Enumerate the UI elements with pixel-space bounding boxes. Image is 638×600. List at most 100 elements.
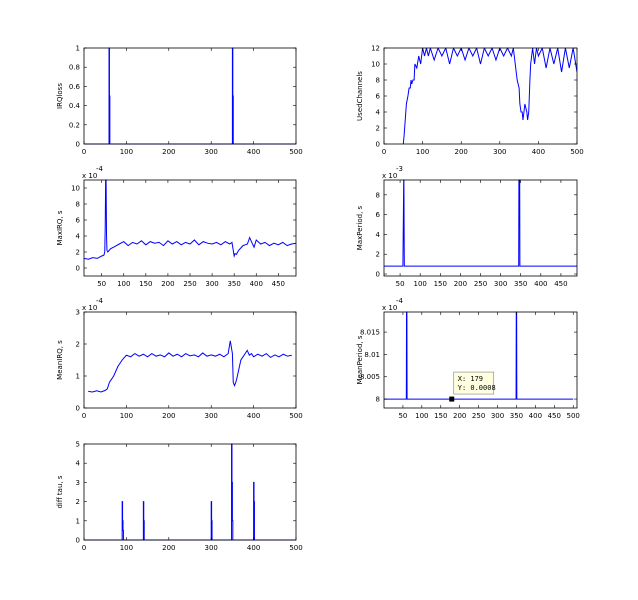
y-tick-label: 10 bbox=[71, 185, 80, 193]
x-tick-label: 200 bbox=[453, 412, 466, 420]
datatip-x-text: X: 179 bbox=[458, 375, 483, 383]
y-axis-label: diff tau, s bbox=[56, 475, 64, 508]
series-line-usedchannels-0 bbox=[402, 47, 577, 145]
datatip-y-text: Y: 0.0008 bbox=[458, 384, 496, 392]
x-tick-label: 100 bbox=[120, 544, 133, 552]
x-tick-label: 300 bbox=[494, 280, 507, 288]
y-tick-label: 8 bbox=[376, 396, 380, 404]
y-axis-label: MeanIRQ, s bbox=[56, 340, 64, 380]
y-multiplier-exponent: -3 bbox=[396, 165, 403, 173]
y-tick-label: 4 bbox=[76, 233, 81, 241]
y-tick-label: 8.005 bbox=[360, 373, 380, 381]
y-tick-label: 6 bbox=[76, 217, 81, 225]
x-tick-label: 300 bbox=[205, 544, 218, 552]
chart-usedchannels: 0 100 200 300 400 500 0 2 4 6 8 10 12 UsedChannels bbox=[356, 45, 584, 157]
x-tick-label: 50 bbox=[398, 412, 407, 420]
x-tick-label: 500 bbox=[289, 412, 302, 420]
y-tick-label: 2 bbox=[76, 498, 80, 506]
x-tick-label: 350 bbox=[227, 280, 240, 288]
datatip-box bbox=[453, 371, 495, 395]
y-tick-label: 0.6 bbox=[69, 83, 81, 91]
y-tick-label: 12 bbox=[371, 45, 380, 53]
x-tick-label: 100 bbox=[120, 412, 133, 420]
x-tick-label: 400 bbox=[247, 544, 260, 552]
y-tick-label: 8 bbox=[376, 77, 380, 85]
y-tick-label: 0.2 bbox=[69, 121, 80, 129]
x-tick-label: 200 bbox=[162, 148, 175, 156]
y-axis-label: MaxPeriod, s bbox=[356, 205, 364, 250]
x-tick-label: 400 bbox=[529, 412, 542, 420]
x-tick-label: 400 bbox=[247, 148, 260, 156]
y-tick-label: 1 bbox=[76, 517, 80, 525]
y-tick-label: 0 bbox=[76, 537, 80, 545]
y-tick-label: 2 bbox=[376, 251, 380, 259]
x-tick-label: 150 bbox=[434, 412, 447, 420]
x-tick-label: 350 bbox=[514, 280, 527, 288]
x-tick-label: 150 bbox=[139, 280, 152, 288]
chart-maxiq: 50 100 150 200 250 300 350 400 450 0 2 4 6 8 10 MaxIRQ,… bbox=[56, 165, 297, 288]
x-tick-label: 50 bbox=[396, 280, 405, 288]
x-tick-label: 400 bbox=[534, 280, 547, 288]
y-tick-label: 0 bbox=[376, 141, 380, 149]
y-tick-label: 10 bbox=[371, 61, 380, 69]
x-tick-label: 100 bbox=[120, 148, 133, 156]
series-line-iqloss-0 bbox=[84, 47, 296, 145]
y-tick-label: 8 bbox=[376, 191, 380, 199]
y-tick-label: 2 bbox=[76, 341, 80, 349]
x-tick-label: 300 bbox=[205, 148, 218, 156]
y-tick-label: 2 bbox=[376, 125, 380, 133]
y-axis-label: MaxIRQ, s bbox=[56, 210, 64, 245]
y-multiplier: x 10 bbox=[382, 304, 397, 312]
y-tick-label: 6 bbox=[376, 211, 381, 219]
x-tick-label: 200 bbox=[162, 544, 175, 552]
x-tick-label: 350 bbox=[510, 412, 523, 420]
chart-meanperiod: 50 100 150 200 250 300 350 400 450 500 8 8.005 8.01 8… bbox=[356, 297, 580, 420]
x-tick-label: 400 bbox=[247, 412, 260, 420]
x-tick-label: 500 bbox=[289, 148, 302, 156]
datatip-marker bbox=[449, 396, 455, 402]
y-tick-label: 4 bbox=[376, 231, 381, 239]
x-tick-label: 300 bbox=[493, 148, 506, 156]
x-tick-label: 0 bbox=[82, 412, 86, 420]
axes-box-maxperiod bbox=[383, 179, 578, 277]
x-tick-label: 200 bbox=[162, 412, 175, 420]
y-axis-label: UsedChannels bbox=[356, 71, 364, 121]
y-tick-label: 0 bbox=[376, 271, 380, 279]
y-multiplier: x 10 bbox=[382, 172, 397, 180]
x-tick-label: 0 bbox=[82, 148, 86, 156]
x-tick-label: 100 bbox=[414, 280, 427, 288]
x-tick-label: 0 bbox=[382, 148, 386, 156]
y-tick-label: 2 bbox=[76, 249, 80, 257]
y-multiplier-exponent: -4 bbox=[96, 297, 104, 305]
axes-box-difftau bbox=[83, 443, 297, 541]
y-tick-label: 3 bbox=[76, 309, 80, 317]
series-line-maxperiod-0 bbox=[384, 179, 577, 267]
y-tick-label: 4 bbox=[376, 109, 381, 117]
axes-box-iqloss bbox=[83, 47, 297, 145]
y-tick-label: 6 bbox=[376, 93, 381, 101]
y-tick-label: 8.015 bbox=[360, 329, 380, 337]
x-tick-label: 400 bbox=[532, 148, 545, 156]
y-multiplier-exponent: -4 bbox=[96, 165, 104, 173]
x-tick-label: 100 bbox=[117, 280, 130, 288]
y-tick-label: 8 bbox=[76, 201, 80, 209]
y-tick-label: 0 bbox=[76, 141, 80, 149]
y-tick-label: 3 bbox=[76, 479, 80, 487]
y-multiplier-exponent: -4 bbox=[396, 297, 404, 305]
axes-box-meaniq bbox=[83, 311, 297, 409]
y-tick-label: 0.4 bbox=[69, 102, 81, 110]
y-tick-label: 8.01 bbox=[364, 351, 380, 359]
x-tick-label: 250 bbox=[472, 412, 485, 420]
x-tick-label: 150 bbox=[434, 280, 447, 288]
x-tick-label: 500 bbox=[570, 148, 583, 156]
series-line-difftau-0 bbox=[84, 443, 296, 541]
y-multiplier: x 10 bbox=[82, 172, 97, 180]
y-axis-label: MeanPeriod, s bbox=[356, 335, 364, 384]
y-tick-label: 1 bbox=[76, 45, 80, 53]
x-tick-label: 300 bbox=[491, 412, 504, 420]
x-tick-label: 500 bbox=[289, 544, 302, 552]
x-tick-label: 200 bbox=[454, 280, 467, 288]
x-tick-label: 250 bbox=[474, 280, 487, 288]
x-tick-label: 300 bbox=[205, 280, 218, 288]
x-tick-label: 450 bbox=[548, 412, 561, 420]
